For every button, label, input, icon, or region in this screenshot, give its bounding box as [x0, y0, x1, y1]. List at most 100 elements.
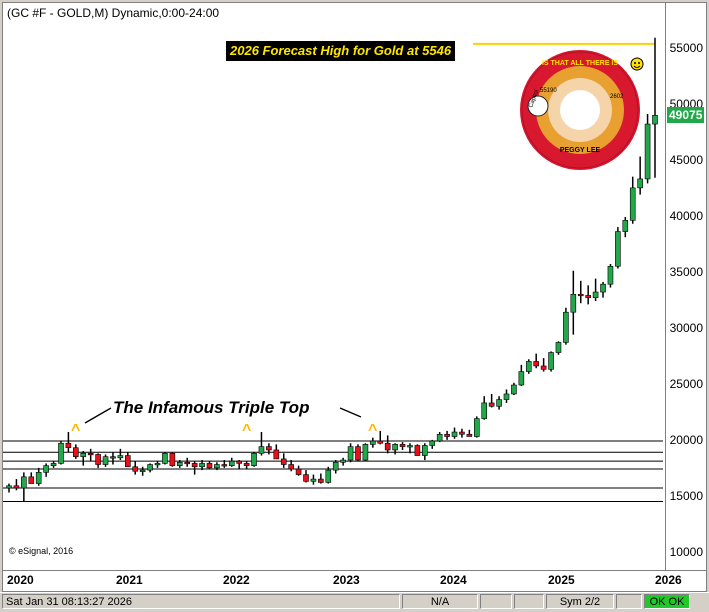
candle[interactable]: [473, 416, 480, 438]
record-catalog: 2602: [610, 94, 624, 100]
candle[interactable]: [518, 364, 525, 387]
candle[interactable]: [280, 453, 287, 468]
candle-body: [473, 418, 480, 437]
candle[interactable]: [607, 264, 614, 288]
candle[interactable]: [318, 473, 324, 484]
price-plot[interactable]: ^ ^ ^ Capitol IS THAT ALL THERE IS PEGGY L…: [2, 2, 666, 571]
candle[interactable]: [125, 452, 131, 468]
forecast-label: 2026 Forecast High for Gold at 5546: [226, 41, 456, 61]
candle[interactable]: [214, 462, 220, 471]
candle[interactable]: [273, 444, 280, 460]
candle[interactable]: [206, 461, 213, 469]
candle[interactable]: [340, 457, 346, 466]
candle[interactable]: [117, 448, 124, 461]
candle[interactable]: [600, 281, 606, 298]
candle[interactable]: [28, 472, 35, 484]
candle[interactable]: [199, 460, 205, 471]
candle[interactable]: [362, 443, 369, 462]
candle[interactable]: [139, 466, 146, 476]
candle[interactable]: [555, 341, 562, 355]
candle[interactable]: [58, 441, 64, 465]
candle[interactable]: [392, 443, 398, 455]
candle[interactable]: [228, 457, 235, 467]
candle[interactable]: [414, 444, 421, 456]
candle[interactable]: [176, 460, 183, 468]
candle[interactable]: [436, 432, 443, 443]
candle[interactable]: [6, 483, 12, 493]
candle[interactable]: [191, 461, 198, 475]
candle[interactable]: [169, 452, 176, 467]
candle[interactable]: [444, 430, 450, 440]
candle[interactable]: [80, 451, 87, 466]
candle[interactable]: [154, 461, 161, 468]
candle[interactable]: [13, 479, 20, 491]
candle[interactable]: [377, 430, 384, 445]
candle[interactable]: [429, 439, 436, 449]
candle[interactable]: [73, 444, 79, 459]
candle[interactable]: [310, 474, 317, 485]
candle[interactable]: [525, 359, 532, 374]
candle[interactable]: [347, 443, 354, 463]
candle[interactable]: [384, 435, 391, 454]
candle[interactable]: [65, 432, 72, 453]
candle[interactable]: [243, 461, 250, 469]
candle[interactable]: [162, 452, 168, 465]
candle[interactable]: [399, 442, 406, 450]
candle[interactable]: [615, 227, 621, 269]
candle[interactable]: [355, 444, 361, 462]
candle[interactable]: [540, 358, 547, 372]
candle[interactable]: [585, 285, 591, 305]
candle[interactable]: [95, 453, 101, 468]
candle-body: [607, 265, 614, 285]
candlestick-chart[interactable]: ^ ^ ^ Capitol IS THAT ALL THERE IS PEGGY L…: [3, 3, 665, 570]
candle[interactable]: [488, 393, 495, 408]
status-ok: OK OK: [644, 594, 690, 609]
candle[interactable]: [422, 443, 428, 461]
candle[interactable]: [622, 217, 629, 238]
candle[interactable]: [451, 427, 458, 439]
candle[interactable]: [87, 448, 94, 462]
candle[interactable]: [35, 467, 42, 486]
candle[interactable]: [503, 389, 510, 403]
candle[interactable]: [50, 461, 57, 468]
candle[interactable]: [325, 466, 332, 484]
candle[interactable]: [652, 37, 658, 178]
time-axis[interactable]: 2020 2021 2022 2023 2024 2025 2026: [2, 571, 707, 592]
candle[interactable]: [533, 353, 539, 369]
candle[interactable]: [637, 156, 643, 195]
candle[interactable]: [266, 443, 272, 455]
candle[interactable]: [548, 351, 554, 372]
candle[interactable]: [577, 280, 584, 304]
copyright-text: © eSignal, 2016: [9, 546, 74, 556]
candle[interactable]: [332, 460, 339, 474]
candle[interactable]: [258, 432, 265, 456]
candle[interactable]: [184, 457, 191, 467]
candle[interactable]: [102, 454, 109, 467]
status-empty-3: [616, 594, 642, 609]
candle[interactable]: [563, 307, 569, 345]
candle[interactable]: [132, 461, 139, 475]
candle[interactable]: [147, 463, 153, 473]
candle[interactable]: [644, 113, 651, 184]
candle[interactable]: [370, 437, 376, 448]
candle[interactable]: [496, 396, 502, 410]
candle[interactable]: [43, 463, 49, 477]
candle[interactable]: [407, 443, 413, 454]
candle[interactable]: [251, 452, 257, 467]
candle[interactable]: [511, 382, 517, 396]
candle[interactable]: [110, 452, 116, 465]
candle[interactable]: [236, 460, 242, 469]
candle[interactable]: [288, 460, 294, 472]
candle[interactable]: [295, 465, 302, 476]
candle[interactable]: [629, 176, 636, 224]
candle[interactable]: [221, 460, 228, 468]
candle[interactable]: [303, 470, 309, 483]
candle[interactable]: [21, 472, 27, 502]
candle[interactable]: [459, 428, 465, 438]
candle[interactable]: [570, 270, 577, 335]
candle[interactable]: [481, 396, 488, 420]
price-axis[interactable]: 55000 50000 45000 40000 35000 30000 25000 20000…: [666, 2, 707, 571]
candle[interactable]: [592, 278, 599, 301]
candle[interactable]: [466, 429, 473, 437]
candle-body: [139, 469, 146, 472]
